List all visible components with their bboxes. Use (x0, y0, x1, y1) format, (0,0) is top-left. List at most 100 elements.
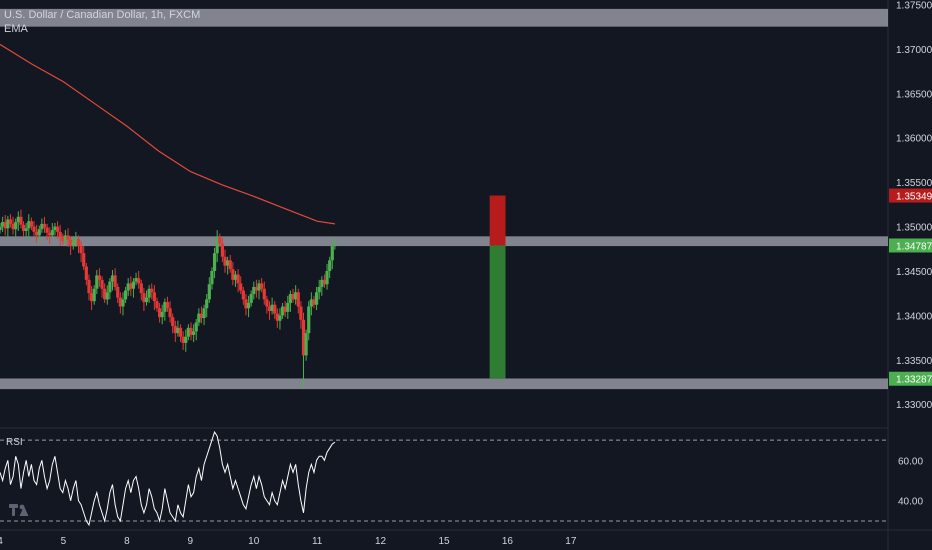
candle (79, 240, 83, 263)
candle (32, 221, 36, 238)
candle (181, 331, 185, 351)
candle (45, 223, 49, 240)
candle (160, 304, 164, 325)
candle (223, 249, 227, 273)
candle-body (27, 221, 31, 229)
candle-body (207, 284, 211, 300)
candle-body (241, 290, 245, 300)
ema-label: EMA (4, 23, 28, 35)
candle-body (1, 222, 5, 227)
candle (241, 286, 245, 305)
candle (252, 281, 256, 300)
candle-body (228, 260, 232, 270)
candle (63, 230, 68, 247)
candle-body (312, 299, 316, 305)
candle (260, 278, 264, 293)
candle-body (163, 302, 167, 312)
candle-body (63, 235, 68, 241)
candle-body (199, 313, 204, 319)
candle (265, 295, 269, 314)
candle (118, 292, 122, 314)
candle-body (71, 241, 75, 247)
candle (11, 216, 15, 235)
candle-body (3, 222, 7, 229)
candle (53, 222, 57, 236)
candle (280, 302, 285, 319)
candle (105, 285, 109, 305)
candle (89, 286, 94, 311)
candle (16, 211, 20, 231)
candle (333, 238, 337, 250)
candle-body (35, 231, 39, 236)
time-tick-label: 10 (248, 536, 260, 547)
candle-body (254, 286, 259, 291)
candle (205, 294, 209, 318)
candle (228, 254, 232, 273)
rsi-tick-label: 40.00 (898, 497, 923, 508)
candle-body (131, 281, 136, 289)
price-label-badge: 1.35349 (889, 188, 932, 203)
candle (6, 215, 10, 238)
candle-body (134, 278, 138, 282)
candle-body (45, 227, 49, 233)
candle (286, 295, 290, 319)
candle (37, 225, 41, 245)
candle (210, 267, 214, 290)
chart-legend: U.S. Dollar / Canadian Dollar, 1h, FXCM … (4, 8, 200, 36)
candle (1, 216, 5, 232)
time-tick-label: 5 (61, 536, 67, 547)
candle (301, 312, 306, 359)
price-tick-label: 1.33000 (896, 400, 932, 411)
candle-body (0, 226, 2, 231)
candle-body (176, 327, 180, 334)
candle-body (215, 237, 219, 254)
time-tick-label: 11 (312, 536, 323, 547)
candle (194, 318, 198, 341)
candle (212, 247, 217, 279)
tradingview-logo-icon[interactable] (8, 502, 30, 518)
candle (202, 304, 206, 326)
candle-body (21, 224, 26, 231)
candle (100, 276, 104, 298)
candle (29, 217, 33, 231)
candle-body (320, 279, 324, 287)
candle (8, 214, 13, 228)
candle-body (328, 260, 332, 271)
candle (116, 283, 120, 303)
candle (92, 285, 96, 305)
candle (155, 297, 159, 312)
candle (249, 290, 253, 307)
candle (129, 276, 133, 296)
candle (168, 301, 172, 323)
price-badge-text: 1.35349 (896, 192, 932, 203)
price-tick-label: 1.37500 (896, 0, 932, 11)
candle (110, 270, 115, 291)
candle-body (29, 221, 33, 227)
candle-body (304, 333, 308, 356)
candle-body (194, 322, 198, 332)
candle-body (158, 308, 162, 318)
candle (239, 276, 243, 295)
candle-body (16, 216, 20, 223)
candle (273, 301, 277, 319)
candle (186, 324, 190, 341)
candle-body (42, 223, 47, 228)
candle-body (144, 297, 149, 303)
candle-body (314, 292, 319, 305)
candle-body (333, 245, 337, 247)
candle (304, 329, 308, 361)
candle-body (32, 226, 36, 232)
candle (142, 287, 146, 311)
price-tick-label: 1.33500 (896, 356, 932, 367)
candle (27, 214, 31, 238)
candle-body (273, 304, 277, 314)
candle (76, 235, 81, 254)
price-tick-label: 1.37000 (896, 45, 932, 56)
candle (262, 281, 266, 305)
candle (84, 262, 88, 286)
candle-body (19, 216, 23, 225)
candle-body (189, 327, 193, 335)
candle (55, 221, 60, 239)
candle-body (309, 299, 313, 307)
